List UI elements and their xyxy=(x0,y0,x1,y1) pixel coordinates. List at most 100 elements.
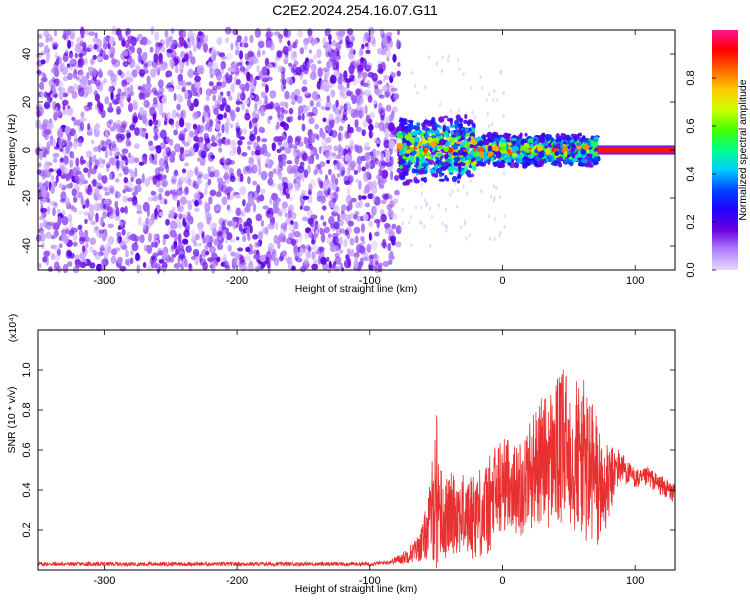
spectrogram-cell xyxy=(71,154,75,159)
spectrogram-cell xyxy=(301,123,306,132)
spectrogram-cell xyxy=(55,174,59,183)
spectrogram-cell xyxy=(336,35,344,40)
spectrogram-cell xyxy=(359,245,365,254)
spectrogram-cell xyxy=(152,195,159,202)
spectrogram-cell xyxy=(136,210,143,215)
spectrogram-cell xyxy=(225,125,230,135)
spectrogram-cell xyxy=(262,205,269,210)
spectrogram-cell xyxy=(303,44,308,51)
spectrogram-cell xyxy=(252,249,260,255)
spectrogram-cell xyxy=(193,192,201,200)
spectrogram-cell xyxy=(278,255,284,262)
spectrogram-cell xyxy=(358,198,363,209)
spectrogram-cell xyxy=(129,84,134,93)
spectrogram-cell xyxy=(354,211,360,216)
spectrogram-cell xyxy=(37,262,42,269)
spectrogram-cell xyxy=(354,77,361,84)
spectrogram-cell xyxy=(374,121,379,129)
spectrogram-cell xyxy=(163,160,169,169)
spectrogram-cell xyxy=(203,132,209,139)
spectrogram-cell xyxy=(444,223,447,228)
spectrogram-cell xyxy=(445,207,448,212)
spectrogram-cell xyxy=(499,230,502,235)
spectrogram-cell xyxy=(95,212,99,223)
spectrogram-cell xyxy=(284,212,288,218)
x-tick-label: 100 xyxy=(626,575,644,587)
spectrogram-cell xyxy=(271,248,277,255)
y-tick-label: 0.4 xyxy=(21,482,33,497)
spectrogram-cell xyxy=(307,164,311,174)
spectrogram-cell xyxy=(322,205,327,211)
colorbar: 0.00.20.40.60.8 Normalized spectral ampl… xyxy=(685,30,749,278)
spectrogram-cell xyxy=(247,196,255,207)
spectrogram-cell xyxy=(371,38,376,48)
spectrogram-cell xyxy=(502,91,506,95)
spectrogram-cell xyxy=(80,75,88,86)
spectrogram-cell xyxy=(146,244,153,254)
spectrogram-cell xyxy=(118,173,123,177)
spectrogram-cell xyxy=(328,168,332,176)
spectrogram-cell xyxy=(387,84,395,94)
spectrogram-cell xyxy=(92,54,97,60)
spectrogram-cell xyxy=(311,70,317,78)
spectrogram-cell xyxy=(93,202,101,212)
spectrogram-cell xyxy=(558,162,563,168)
spectrogram-cell xyxy=(378,121,385,132)
spectrogram-cell xyxy=(381,161,387,167)
spectrogram-cell xyxy=(349,126,354,134)
spectrogram-cell xyxy=(258,165,262,175)
spectrogram-cell xyxy=(241,86,245,94)
spectrogram-cell xyxy=(431,214,434,219)
spectrogram-cell xyxy=(278,211,283,217)
spectrogram-cell xyxy=(248,156,255,165)
spectrogram-cell xyxy=(301,113,305,121)
spectrogram-cell xyxy=(311,239,315,245)
spectrogram-cell xyxy=(534,160,538,167)
spectrogram-cell xyxy=(284,90,290,100)
spectrogram-cell xyxy=(104,149,109,159)
spectrogram-cell xyxy=(277,183,284,191)
spectrogram-cell xyxy=(455,204,459,209)
spectrogram-cell xyxy=(457,123,463,129)
spectrogram-cell xyxy=(281,71,285,80)
spectrogram-cell xyxy=(310,245,318,251)
spectrogram-cell xyxy=(98,184,104,190)
spectrogram-cell xyxy=(184,162,190,167)
spectrogram-cell xyxy=(453,156,461,162)
spectrogram-cell xyxy=(571,153,576,159)
spectrogram-cell xyxy=(122,165,126,170)
spectrogram-cell xyxy=(446,58,450,63)
spectrogram-cell xyxy=(83,167,89,173)
spectrogram-cell xyxy=(345,78,352,83)
spectrogram-cell xyxy=(530,161,535,165)
spectrogram-cell xyxy=(398,171,406,179)
spectrogram-cell xyxy=(375,260,379,265)
spectrogram-cell xyxy=(71,90,78,99)
spectrogram-cell xyxy=(393,93,400,100)
spectrogram-cell xyxy=(75,187,79,198)
spectrogram-cell xyxy=(184,239,189,245)
spectrogram-cell xyxy=(226,105,231,113)
spectrogram-cell xyxy=(322,221,327,227)
spectrogram-cell xyxy=(281,201,288,209)
spectrogram-cell xyxy=(466,191,469,196)
spectrogram-cell xyxy=(264,226,269,236)
spectrogram-cell xyxy=(267,213,273,220)
spectrogram-cell xyxy=(99,202,104,209)
spectrogram-cell xyxy=(456,175,462,180)
spectrogram-cell xyxy=(294,137,301,146)
spectrogram-cell xyxy=(225,72,230,81)
spectrogram-cell xyxy=(79,236,86,242)
spectrogram-cell xyxy=(174,169,178,176)
spectrogram-cell xyxy=(404,134,411,140)
spectrogram-cell xyxy=(282,45,289,55)
spectrogram-cell xyxy=(125,249,129,258)
spectrogram-cell xyxy=(291,44,298,49)
spectrogram-cell xyxy=(274,135,281,142)
spectrogram-cell xyxy=(229,123,234,129)
spectrogram-cell xyxy=(267,222,275,230)
spectrogram-cell xyxy=(164,147,170,152)
spectrogram-cell xyxy=(111,79,117,87)
spectrogram-cell xyxy=(174,56,181,64)
